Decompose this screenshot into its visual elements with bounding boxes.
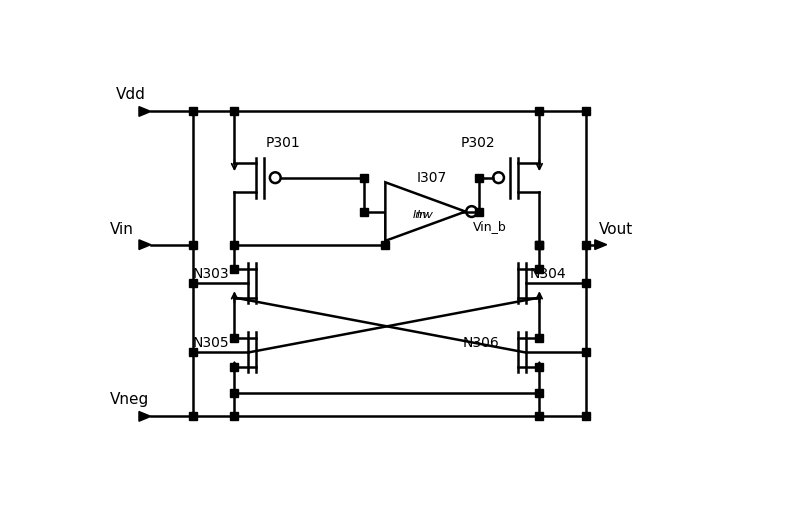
Text: N306: N306 [462,336,499,350]
Text: Vneg: Vneg [110,392,149,407]
Polygon shape [595,240,606,250]
Text: Vdd: Vdd [116,87,146,102]
Text: P302: P302 [461,136,495,150]
Text: N305: N305 [193,336,230,350]
Polygon shape [139,107,151,116]
Text: Inv: Inv [417,210,434,220]
Text: N303: N303 [193,267,230,281]
Text: Inv: Inv [413,210,430,220]
Text: P301: P301 [266,136,301,150]
Text: Vout: Vout [598,222,633,237]
Polygon shape [139,412,151,421]
Text: Vin_b: Vin_b [473,220,507,234]
Polygon shape [139,240,151,250]
Text: N304: N304 [530,267,566,281]
Text: Vin: Vin [110,222,134,237]
Polygon shape [386,182,466,241]
Text: I307: I307 [416,170,446,185]
